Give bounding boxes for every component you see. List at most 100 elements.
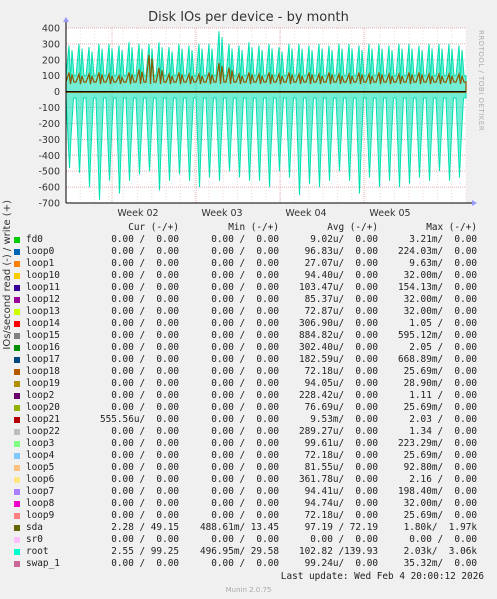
legend-avg: 102.82 /139.93 bbox=[298, 546, 378, 557]
legend-max: 198.40m/ 0.00 bbox=[397, 486, 477, 497]
y-tick-label: 400 bbox=[42, 24, 60, 35]
legend-min: 0.00 / 0.00 bbox=[211, 450, 279, 461]
legend-row: root 2.55 / 99.25 496.95m/ 29.58 102.82 /13… bbox=[0, 546, 497, 558]
legend-header-cur: Cur (-/+) bbox=[128, 222, 179, 233]
legend-min: 0.00 / 0.00 bbox=[211, 366, 279, 377]
legend-name: loop1 bbox=[26, 258, 55, 269]
legend-name: loop10 bbox=[26, 270, 60, 281]
legend-min: 0.00 / 0.00 bbox=[211, 486, 279, 497]
legend-max: 92.80m/ 0.00 bbox=[403, 462, 477, 473]
legend-max: 2.03 / 0.00 bbox=[409, 414, 477, 425]
legend-swatch bbox=[14, 513, 20, 519]
legend-cur: 0.00 / 0.00 bbox=[111, 534, 179, 545]
legend-max: 223.29m/ 0.00 bbox=[397, 438, 477, 449]
legend-avg: 289.27u/ 0.00 bbox=[298, 426, 378, 437]
y-tick-label: 100 bbox=[42, 71, 60, 82]
legend-swatch bbox=[14, 441, 20, 447]
legend-row: loop2 0.00 / 0.00 0.00 / 0.00 228.42u/ 0.00… bbox=[0, 390, 497, 402]
legend-max: 1.80k/ 1.97k bbox=[403, 522, 477, 533]
legend-name: loop4 bbox=[26, 450, 55, 461]
legend-swatch bbox=[14, 417, 20, 423]
legend-min: 488.61m/ 13.45 bbox=[199, 522, 279, 533]
legend-name: sda bbox=[26, 522, 43, 533]
chart-title: Disk IOs per device - by month bbox=[148, 10, 349, 25]
legend-row: loop12 0.00 / 0.00 0.00 / 0.00 85.37u/ 0.00… bbox=[0, 294, 497, 306]
legend-row: loop15 0.00 / 0.00 0.00 / 0.00 884.82u/ 0.0… bbox=[0, 330, 497, 342]
legend-name: loop18 bbox=[26, 366, 60, 377]
legend-min: 0.00 / 0.00 bbox=[211, 246, 279, 257]
legend-cur: 0.00 / 0.00 bbox=[111, 354, 179, 365]
y-axis-arrow bbox=[63, 17, 69, 22]
legend-avg: 72.18u/ 0.00 bbox=[304, 366, 378, 377]
legend-avg: 302.40u/ 0.00 bbox=[298, 342, 378, 353]
legend-swatch bbox=[14, 333, 20, 339]
legend-max: 1.34 / 0.00 bbox=[409, 426, 477, 437]
legend-avg: 306.90u/ 0.00 bbox=[298, 318, 378, 329]
legend-max: 32.00m/ 0.00 bbox=[403, 270, 477, 281]
legend-swatch bbox=[14, 477, 20, 483]
legend-cur: 0.00 / 0.00 bbox=[111, 270, 179, 281]
legend-row: sr0 0.00 / 0.00 0.00 / 0.00 0.00 / 0.00 0.00… bbox=[0, 534, 497, 546]
legend-swatch bbox=[14, 369, 20, 375]
legend-avg: 884.82u/ 0.00 bbox=[298, 330, 378, 341]
legend-name: loop17 bbox=[26, 354, 60, 365]
legend-header-max: Max (-/+) bbox=[426, 222, 477, 233]
legend-avg: 9.02u/ 0.00 bbox=[310, 234, 378, 245]
legend-name: loop20 bbox=[26, 402, 60, 413]
legend-row: swap_1 0.00 / 0.00 0.00 / 0.00 99.24u/ 0.00… bbox=[0, 558, 497, 570]
legend-cur: 555.56u/ 0.00 bbox=[99, 414, 179, 425]
legend-avg: 27.07u/ 0.00 bbox=[304, 258, 378, 269]
legend-max: 32.00m/ 0.00 bbox=[403, 306, 477, 317]
legend-min: 0.00 / 0.00 bbox=[211, 534, 279, 545]
legend-swatch bbox=[14, 357, 20, 363]
legend-row: loop7 0.00 / 0.00 0.00 / 0.00 94.41u/ 0.00 1… bbox=[0, 486, 497, 498]
legend-swatch bbox=[14, 261, 20, 267]
legend-cur: 0.00 / 0.00 bbox=[111, 294, 179, 305]
legend-cur: 0.00 / 0.00 bbox=[111, 282, 179, 293]
legend-row: loop16 0.00 / 0.00 0.00 / 0.00 302.40u/ 0.0… bbox=[0, 342, 497, 354]
legend-row: loop11 0.00 / 0.00 0.00 / 0.00 103.47u/ 0.0… bbox=[0, 282, 497, 294]
legend-avg: 361.78u/ 0.00 bbox=[298, 474, 378, 485]
y-tick-label: -100 bbox=[38, 103, 60, 114]
y-tick-label: -700 bbox=[38, 199, 60, 210]
legend-row: loop4 0.00 / 0.00 0.00 / 0.00 72.18u/ 0.00 2… bbox=[0, 450, 497, 462]
legend-avg: 94.41u/ 0.00 bbox=[304, 486, 378, 497]
legend-cur: 2.55 / 99.25 bbox=[111, 546, 179, 557]
legend-avg: 72.18u/ 0.00 bbox=[304, 510, 378, 521]
legend-min: 496.95m/ 29.58 bbox=[199, 546, 279, 557]
legend-row: loop10 0.00 / 0.00 0.00 / 0.00 94.40u/ 0.00… bbox=[0, 270, 497, 282]
legend-avg: 85.37u/ 0.00 bbox=[304, 294, 378, 305]
legend-header-row: Cur (-/+) Min (-/+) Avg (-/+) Max (-/+) bbox=[0, 222, 497, 234]
legend-row: loop1 0.00 / 0.00 0.00 / 0.00 27.07u/ 0.00 9… bbox=[0, 258, 497, 270]
legend-max: 668.89m/ 0.00 bbox=[397, 354, 477, 365]
y-tick-label: -600 bbox=[38, 183, 60, 194]
legend-name: loop15 bbox=[26, 330, 60, 341]
legend-row: loop22 0.00 / 0.00 0.00 / 0.00 289.27u/ 0.0… bbox=[0, 426, 497, 438]
legend-cur: 0.00 / 0.00 bbox=[111, 462, 179, 473]
legend-min: 0.00 / 0.00 bbox=[211, 402, 279, 413]
y-tick-label: -300 bbox=[38, 135, 60, 146]
legend-name: loop3 bbox=[26, 438, 55, 449]
legend-min: 0.00 / 0.00 bbox=[211, 378, 279, 389]
legend-avg: 0.00 / 0.00 bbox=[310, 534, 378, 545]
legend-swatch bbox=[14, 345, 20, 351]
legend-avg: 99.61u/ 0.00 bbox=[304, 438, 378, 449]
legend-cur: 0.00 / 0.00 bbox=[111, 426, 179, 437]
legend-name: loop14 bbox=[26, 318, 60, 329]
legend-row: loop0 0.00 / 0.00 0.00 / 0.00 96.83u/ 0.00 2… bbox=[0, 246, 497, 258]
legend-avg: 96.83u/ 0.00 bbox=[304, 246, 378, 257]
legend-max: 595.12m/ 0.00 bbox=[397, 330, 477, 341]
legend-swatch bbox=[14, 237, 20, 243]
legend-max: 154.13m/ 0.00 bbox=[397, 282, 477, 293]
legend-swatch bbox=[14, 273, 20, 279]
legend-cur: 0.00 / 0.00 bbox=[111, 402, 179, 413]
legend-header-avg: Avg (-/+) bbox=[327, 222, 378, 233]
legend-swatch bbox=[14, 429, 20, 435]
legend-name: swap_1 bbox=[26, 558, 60, 569]
legend-min: 0.00 / 0.00 bbox=[211, 342, 279, 353]
legend-cur: 0.00 / 0.00 bbox=[111, 438, 179, 449]
legend-avg: 97.19 / 72.19 bbox=[304, 522, 378, 533]
legend-swatch bbox=[14, 249, 20, 255]
legend-name: loop22 bbox=[26, 426, 60, 437]
x-tick-label: Week 02 bbox=[117, 208, 158, 219]
